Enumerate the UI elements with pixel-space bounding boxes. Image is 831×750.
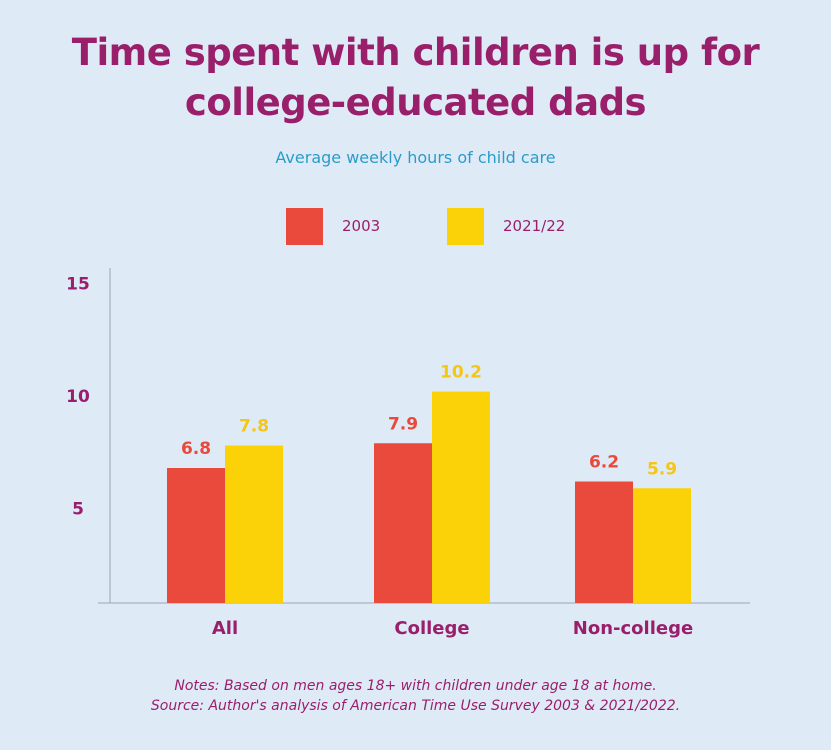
- y-tick-label: 15: [66, 275, 90, 295]
- legend-label-2021-22: 2021/22: [503, 217, 566, 235]
- bar: [633, 488, 691, 603]
- x-tick-label: Non-college: [573, 618, 693, 639]
- data-label: 7.9: [388, 414, 418, 434]
- chart-notes: Notes: Based on men ages 18+ with childr…: [0, 676, 831, 716]
- data-label: 6.8: [181, 439, 211, 459]
- bar: [575, 481, 633, 603]
- data-label: 7.8: [239, 417, 269, 437]
- data-label: 6.2: [589, 453, 619, 473]
- notes-line: Notes: Based on men ages 18+ with childr…: [174, 678, 657, 694]
- x-tick-label: All: [212, 618, 238, 639]
- bar: [225, 445, 283, 603]
- data-label: 10.2: [440, 363, 482, 383]
- bar: [374, 443, 432, 603]
- legend-item-2003: 2003: [286, 207, 380, 245]
- data-label: 5.9: [647, 459, 677, 479]
- legend-item-2021-22: 2021/22: [447, 207, 565, 245]
- legend-label-2003: 2003: [342, 217, 381, 235]
- x-tick-label: College: [394, 618, 469, 639]
- legend-swatch-2021-22: [447, 207, 484, 245]
- y-tick-label: 5: [72, 500, 84, 520]
- chart-title: Time spent with children is up for colle…: [0, 28, 831, 128]
- chart-title-line-2: college-educated dads: [184, 81, 647, 124]
- y-tick-label: 10: [66, 387, 90, 407]
- chart-subtitle: Average weekly hours of child care: [275, 148, 556, 167]
- bar: [432, 391, 490, 603]
- chart-title-line-1: Time spent with children is up for: [71, 31, 760, 74]
- source-line: Source: Author's analysis of American Ti…: [150, 698, 681, 714]
- legend-swatch-2003: [286, 207, 323, 245]
- bar: [167, 468, 225, 603]
